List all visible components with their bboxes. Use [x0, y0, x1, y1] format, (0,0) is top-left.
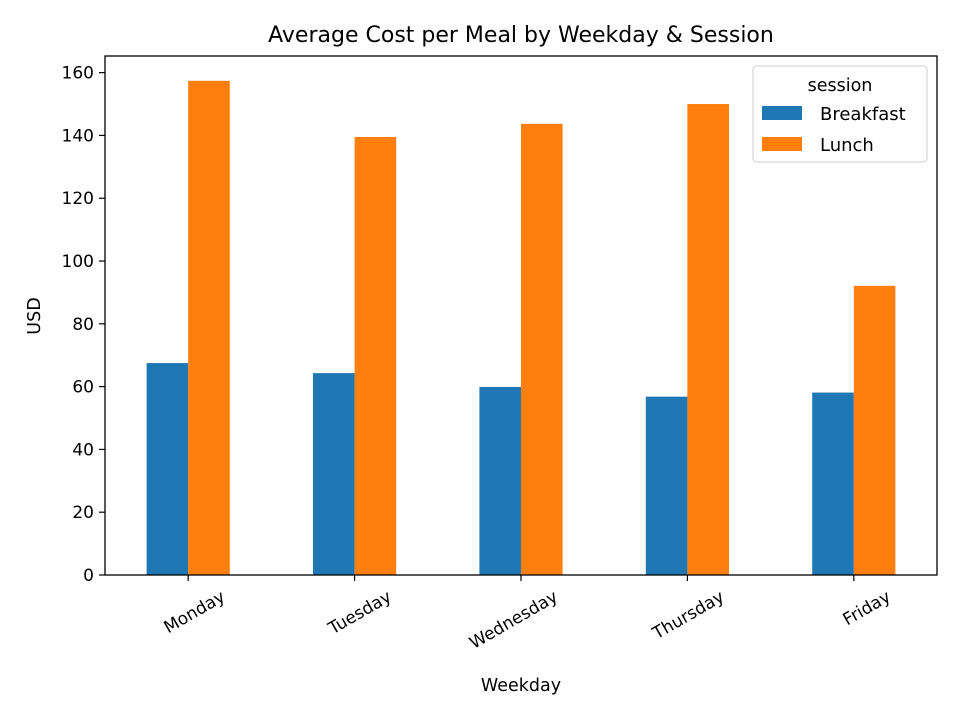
- legend-label-breakfast: Breakfast: [820, 104, 906, 125]
- y-tick-label: 120: [62, 189, 94, 209]
- bar-breakfast-tuesday: [313, 373, 355, 575]
- y-tick-label: 0: [83, 566, 94, 586]
- bar-lunch-tuesday: [354, 137, 397, 576]
- legend: session Breakfast Lunch: [752, 65, 928, 163]
- y-axis: 0 20 40 60 80 100 120 140 160: [62, 64, 105, 586]
- bar-lunch-monday: [188, 80, 230, 576]
- bar-lunch-friday: [853, 285, 896, 575]
- bar-lunch-wednesday: [521, 123, 563, 575]
- x-axis-label: Weekday: [481, 676, 561, 696]
- y-axis-label: USD: [25, 297, 45, 334]
- bar-breakfast-thursday: [645, 396, 688, 575]
- legend-swatch-lunch: [762, 137, 802, 151]
- bars-group: [146, 80, 896, 576]
- legend-title: session: [808, 76, 873, 96]
- y-tick-label: 40: [72, 440, 94, 460]
- y-tick-label: 20: [72, 503, 94, 523]
- y-tick-label: 160: [62, 64, 94, 84]
- bar-breakfast-friday: [812, 392, 854, 575]
- y-tick-label: 100: [62, 252, 94, 272]
- legend-label-lunch: Lunch: [820, 135, 874, 156]
- legend-swatch-breakfast: [762, 106, 802, 120]
- bar-breakfast-monday: [146, 363, 189, 575]
- y-tick-label: 140: [62, 126, 94, 146]
- y-tick-label: 60: [72, 378, 94, 398]
- chart-title: Average Cost per Meal by Weekday & Sessi…: [268, 23, 774, 48]
- bar-breakfast-wednesday: [479, 386, 521, 575]
- bar-lunch-thursday: [687, 104, 729, 575]
- y-tick-label: 80: [72, 315, 94, 335]
